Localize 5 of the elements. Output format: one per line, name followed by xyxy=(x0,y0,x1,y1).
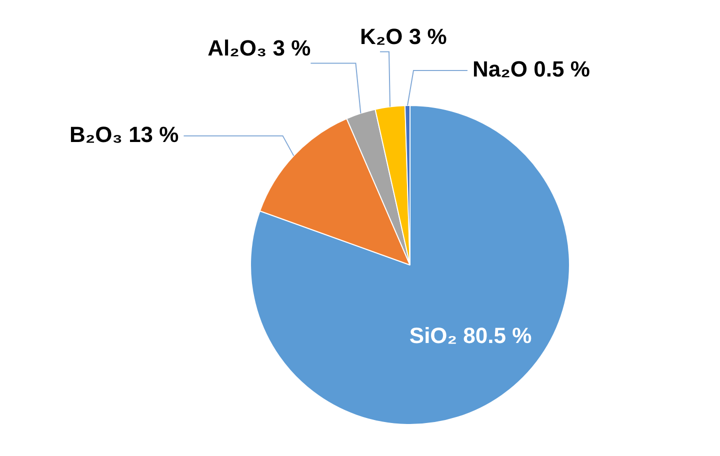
slice-label: SiO₂ 80.5 % xyxy=(409,322,532,348)
slice-label: Na₂O 0.5 % xyxy=(472,56,590,82)
slice-label: B₂O₃ 13 % xyxy=(70,122,179,147)
slice-label: Al₂O₃ 3 % xyxy=(208,35,311,60)
slice-label: K₂O 3 % xyxy=(360,24,447,49)
